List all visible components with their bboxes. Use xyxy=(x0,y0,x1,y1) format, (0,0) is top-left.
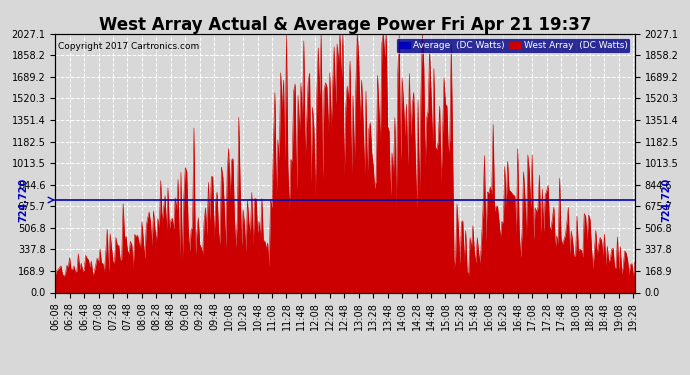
Legend: Average  (DC Watts), West Array  (DC Watts): Average (DC Watts), West Array (DC Watts… xyxy=(396,38,630,53)
Text: Copyright 2017 Cartronics.com: Copyright 2017 Cartronics.com xyxy=(58,42,199,51)
Text: 724.720: 724.720 xyxy=(19,178,28,222)
Title: West Array Actual & Average Power Fri Apr 21 19:37: West Array Actual & Average Power Fri Ap… xyxy=(99,16,591,34)
Text: 724.720: 724.720 xyxy=(662,178,671,222)
